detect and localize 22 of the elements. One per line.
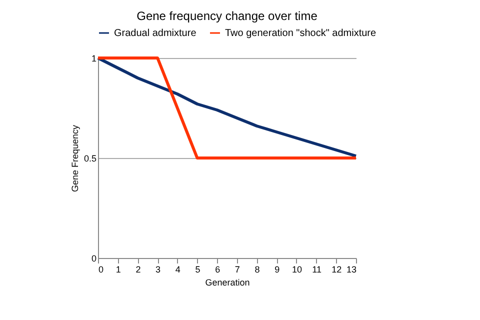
x-tick-label: 9 [274,264,280,274]
x-tick-label: 0 [98,264,104,274]
y-axis-title: Gene Frequency [70,124,80,192]
x-tick-label: 7 [234,264,240,274]
x-tick-label: 5 [195,264,200,274]
x-tick-label: 1 [116,264,121,274]
legend-label: Two generation "shock" admixture [225,28,377,39]
y-tick-label: 0 [91,254,96,264]
legend-label: Gradual admixture [114,28,197,39]
x-tick-label: 3 [156,264,161,274]
x-tick-label: 6 [215,264,220,274]
chart-title: Gene frequency change over time [136,9,318,23]
x-tick-label: 12 [332,264,342,274]
x-tick-label: 13 [346,264,356,274]
x-tick-label: 11 [312,264,322,274]
x-axis-title: Generation [205,278,250,288]
x-tick-label: 2 [136,264,141,274]
x-tick-label: 8 [254,264,260,274]
y-tick-label: 0.5 [84,154,96,164]
x-tick-label: 4 [175,264,180,274]
y-tick-label: 1 [91,54,96,64]
x-tick-label: 10 [292,264,302,274]
